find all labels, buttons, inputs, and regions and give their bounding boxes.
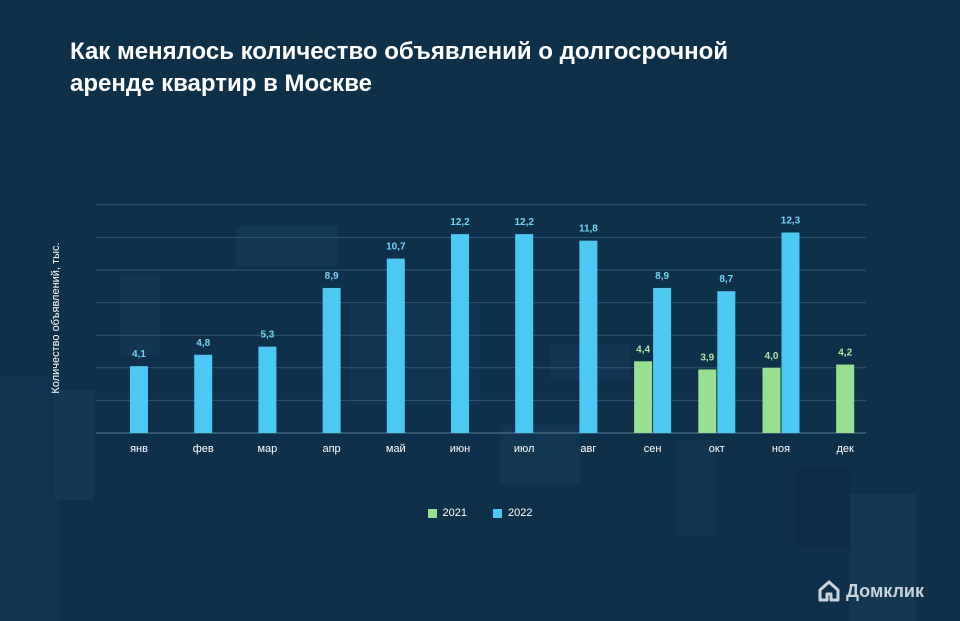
bar-2022-май xyxy=(386,258,405,433)
data-label-2022-июл: 12,2 xyxy=(514,217,534,228)
data-label-2021-окт: 3,9 xyxy=(700,352,714,363)
data-label-2021-ноя: 4,0 xyxy=(765,351,779,362)
bar-2022-авг xyxy=(579,240,598,433)
bar-2021-сен xyxy=(634,361,653,433)
legend-item-2021[interactable]: 2021 xyxy=(427,507,467,519)
data-label-2022-ноя: 12,3 xyxy=(781,216,801,227)
chart-title-line-1: Как менялось количество объявлений о дол… xyxy=(70,38,729,65)
bar-2022-фев xyxy=(194,354,213,433)
x-tick-label-янв: янв xyxy=(130,443,148,455)
bars xyxy=(130,232,855,433)
chart-title: Как менялось количество объявлений о дол… xyxy=(70,36,890,100)
legend-swatch-2022 xyxy=(493,508,502,518)
bar-2021-дек xyxy=(836,364,855,433)
legend-swatch-2021 xyxy=(427,508,437,518)
data-label-2022-май: 10,7 xyxy=(386,242,406,253)
data-label-2022-фев: 4,8 xyxy=(196,338,210,349)
chart-title-line-2: аренде квартир в Москве xyxy=(70,70,372,97)
x-tick-label-май: май xyxy=(386,443,406,455)
x-tick-label-сен: сен xyxy=(644,443,662,455)
data-label-2022-мар: 5,3 xyxy=(260,330,274,341)
gridlines xyxy=(96,204,866,434)
legend-item-2022[interactable]: 2022 xyxy=(493,507,532,519)
data-label-2022-сен: 8,9 xyxy=(655,271,669,282)
data-label-2021-сен: 4,4 xyxy=(636,344,650,355)
bar-2022-мар xyxy=(258,346,277,433)
domclick-logo: Домклик xyxy=(818,580,924,602)
legend: 2021 2022 xyxy=(0,507,960,519)
data-label-2022-авг: 11,8 xyxy=(579,224,598,235)
legend-label-2021: 2021 xyxy=(442,507,467,519)
data-label-2022-апр: 8,9 xyxy=(325,271,339,282)
data-label-2021-дек: 4,2 xyxy=(838,348,852,359)
x-tick-label-авг: авг xyxy=(580,443,596,455)
x-tick-label-ноя: ноя xyxy=(772,443,790,455)
bar-2021-окт xyxy=(698,369,717,433)
data-label-2022-янв: 4,1 xyxy=(132,349,146,360)
x-tick-label-фев: фев xyxy=(193,443,214,455)
x-axis-ticks: янв фев мар апр май июн июл авг сен окт ноя дек xyxy=(130,443,854,455)
x-tick-label-июл: июл xyxy=(514,443,535,455)
logo-text: Домклик xyxy=(846,580,924,601)
legend-label-2022: 2022 xyxy=(508,507,533,519)
x-tick-label-дек: дек xyxy=(837,443,855,455)
x-tick-label-апр: апр xyxy=(322,443,340,455)
bar-2022-июл xyxy=(515,234,534,433)
data-label-2022-окт: 8,7 xyxy=(719,274,733,285)
bar-2022-апр xyxy=(322,287,341,433)
bar-2022-ноя xyxy=(781,232,800,433)
x-tick-label-мар: мар xyxy=(257,443,277,455)
house-logo-icon xyxy=(818,580,840,602)
x-tick-label-окт: окт xyxy=(709,443,725,455)
bar-2021-ноя xyxy=(762,367,781,433)
data-label-2022-июн: 12,2 xyxy=(450,217,470,228)
bar-2022-июн xyxy=(451,234,469,433)
data-labels: 4,1 4,8 5,3 8,9 10,7 12,2 12,2 11,8 4,4 8,9 3,9 8,7… xyxy=(132,216,853,364)
bar-2022-сен xyxy=(653,287,672,433)
bar-2022-янв xyxy=(130,366,148,433)
bar-2022-окт xyxy=(717,291,736,433)
x-tick-label-июн: июн xyxy=(450,443,470,455)
